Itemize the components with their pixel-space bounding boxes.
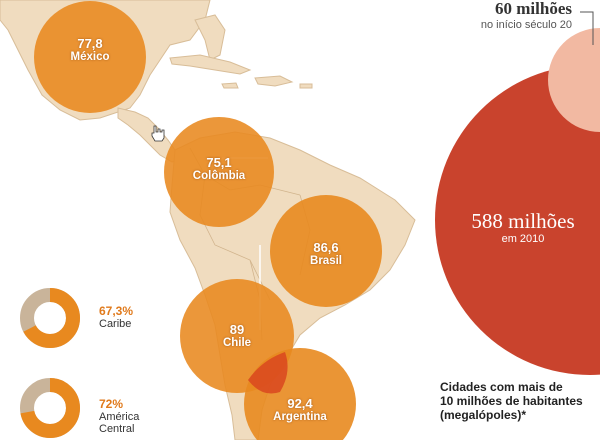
donut-label-caribe: 67,3% Caribe <box>99 304 134 331</box>
big-circle <box>435 65 600 375</box>
hispaniola-island <box>254 75 294 87</box>
bubble-country: Brasil <box>310 254 342 267</box>
bubble-value: 89 <box>229 322 245 337</box>
current-population-note: em 2010 <box>501 233 545 246</box>
early-population-label: 60 milhões no início século 20 <box>481 0 572 31</box>
label-chile: 89 Chile <box>197 323 277 349</box>
bubble-country: Chile <box>222 336 252 349</box>
donut-label-america-central: 72% América Central <box>99 397 140 436</box>
donut-region: Caribe <box>99 318 132 331</box>
bubble-mexico <box>34 1 146 113</box>
bubble-country: Argentina <box>273 410 327 423</box>
label-brasil: 86,6 Brasil <box>286 241 366 267</box>
donut-region-line2: Central <box>99 423 135 436</box>
city-bubbles <box>34 1 382 440</box>
donut-share <box>20 288 80 348</box>
cuba-island <box>169 54 252 75</box>
bubble-value: 92,4 <box>287 396 313 411</box>
note-line-3: (megalópoles)* <box>440 407 527 422</box>
donut-share <box>20 378 80 438</box>
note-line-1: Cidades com mais de <box>440 380 563 394</box>
early-population-note: no início século 20 <box>480 18 572 31</box>
bubble-colombia <box>164 117 274 227</box>
early-population-value: 60 milhões <box>495 0 572 18</box>
donut-percent: 67,3% <box>99 304 134 318</box>
small-circle <box>548 28 600 132</box>
label-colombia: 75,1 Colômbia <box>179 156 259 182</box>
leader-line <box>580 11 594 45</box>
bubble-brasil <box>270 195 382 307</box>
current-population-label: 588 milhões em 2010 <box>448 209 598 246</box>
label-argentina: 92,4 Argentina <box>255 397 345 423</box>
bubble-value: 86,6 <box>313 240 339 255</box>
bubble-country: México <box>70 50 110 63</box>
donut-percent: 72% <box>99 397 124 411</box>
florida-landmass <box>194 14 226 61</box>
bubble-country: Colômbia <box>192 169 246 182</box>
jamaica-island <box>221 82 239 89</box>
donut-region-line1: América <box>99 411 140 424</box>
donut-charts <box>20 288 80 438</box>
note-line-2: 10 milhões de habitantes <box>440 393 583 408</box>
megalopolis-note: Cidades com mais de 10 milhões de habita… <box>440 380 583 422</box>
bubble-value: 75,1 <box>206 155 232 170</box>
current-population-value: 588 milhões <box>471 209 575 233</box>
bubble-value: 77,8 <box>77 36 103 51</box>
puerto-rico-island <box>299 83 313 89</box>
hand-cursor-icon <box>151 125 165 142</box>
population-circles <box>435 11 600 375</box>
bubble-overlap <box>248 352 288 394</box>
label-mexico: 77,8 México <box>50 37 130 63</box>
